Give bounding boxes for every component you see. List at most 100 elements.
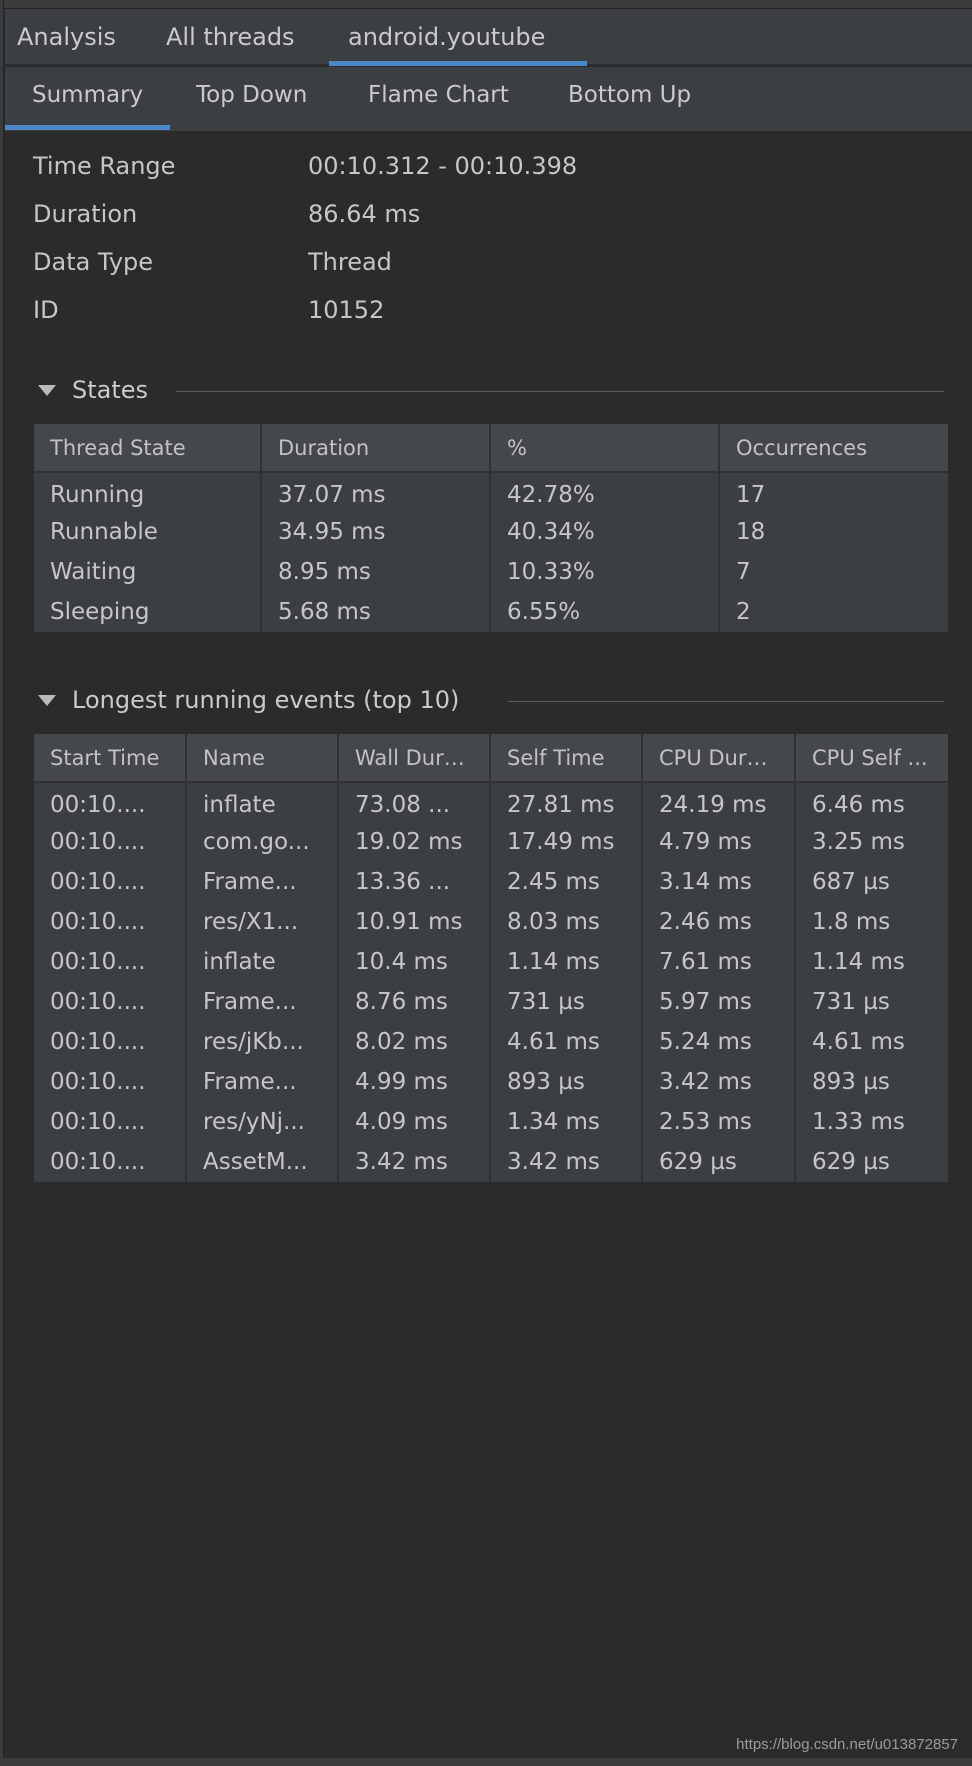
column-header[interactable]: Self Time: [490, 734, 643, 783]
table-row[interactable]: Runnable 34.95 ms 40.34% 18: [34, 512, 948, 552]
table-cell: 731 µs: [490, 982, 643, 1022]
table-cell: 687 µs: [812, 869, 890, 895]
table-cell: 8.76 ms: [338, 982, 491, 1022]
table-row[interactable]: 00:10.... inflate 10.4 ms 1.14 ms 7.61 ms 1.1…: [34, 942, 948, 982]
states-section-header[interactable]: States: [38, 376, 148, 404]
window-top-strip: [0, 0, 972, 9]
table-cell: 73.08 ...: [338, 782, 491, 822]
table-cell: 8.02 ms: [338, 1022, 491, 1062]
tab-analysis[interactable]: Analysis: [17, 23, 116, 51]
table-cell: 17: [736, 481, 766, 508]
table-cell: 00:10....: [34, 1102, 187, 1142]
table-row[interactable]: 00:10.... Frame... 4.99 ms 893 µs 3.42 ms 893…: [34, 1062, 948, 1102]
collapse-triangle-icon[interactable]: [38, 384, 56, 396]
table-cell: 3.14 ms: [642, 862, 796, 902]
table-cell: 13.36 ...: [338, 862, 491, 902]
table-cell: 10.4 ms: [338, 942, 491, 982]
tab-all-threads[interactable]: All threads: [166, 23, 295, 51]
table-cell: 17.49 ms: [490, 822, 643, 862]
table-cell: 27.81 ms: [490, 782, 643, 822]
table-cell: 2.53 ms: [642, 1102, 796, 1142]
table-cell: res/X1...: [186, 902, 339, 942]
table-cell: 3.25 ms: [812, 829, 905, 855]
events-section-header[interactable]: Longest running events (top 10): [38, 686, 459, 714]
column-header[interactable]: Start Time: [34, 734, 187, 783]
table-row[interactable]: 00:10.... res/jKb... 8.02 ms 4.61 ms 5.24 ms…: [34, 1022, 948, 1062]
table-row[interactable]: 00:10.... Frame... 13.36 ... 2.45 ms 3.14 ms…: [34, 862, 948, 902]
table-row[interactable]: Running 37.07 ms 42.78% 17: [34, 472, 948, 512]
tab-bottom-up[interactable]: Bottom Up: [568, 82, 692, 108]
table-cell: Sleeping: [34, 592, 262, 632]
table-cell: 42.78%: [490, 472, 720, 512]
tab-summary[interactable]: Summary: [32, 82, 144, 108]
column-header[interactable]: Occurrences: [719, 424, 948, 473]
table-cell: 24.19 ms: [642, 782, 796, 822]
table-cell: 00:10....: [34, 782, 187, 822]
data-type-value: Thread: [308, 248, 392, 276]
table-cell: 00:10....: [34, 942, 187, 982]
table-cell: 7.61 ms: [642, 942, 796, 982]
table-cell: 629 µs: [812, 1149, 890, 1175]
table-cell: res/jKb...: [186, 1022, 339, 1062]
table-row[interactable]: 00:10.... res/yNj... 4.09 ms 1.34 ms 2.53 ms…: [34, 1102, 948, 1142]
table-row[interactable]: 00:10.... Frame... 8.76 ms 731 µs 5.97 ms 731…: [34, 982, 948, 1022]
table-cell: Frame...: [186, 982, 339, 1022]
table-row[interactable]: 00:10.... AssetM... 3.42 ms 3.42 ms 629 µs 62…: [34, 1142, 948, 1182]
table-row[interactable]: Waiting 8.95 ms 10.33% 7: [34, 552, 948, 592]
table-cell: 8.03 ms: [490, 902, 643, 942]
id-value: 10152: [308, 296, 385, 324]
time-range-value: 00:10.312 - 00:10.398: [308, 152, 578, 180]
table-row[interactable]: 00:10.... res/X1... 10.91 ms 8.03 ms 2.46 ms…: [34, 902, 948, 942]
table-cell: 731 µs: [812, 989, 890, 1015]
bottom-strip: [0, 1758, 972, 1766]
table-cell: com.go...: [186, 822, 339, 862]
tab-top-down[interactable]: Top Down: [196, 82, 308, 108]
table-cell: 2.46 ms: [642, 902, 796, 942]
column-header[interactable]: Thread State: [34, 424, 262, 473]
column-header[interactable]: CPU Self ...: [795, 734, 948, 783]
column-header[interactable]: Wall Dura...: [338, 734, 491, 783]
table-row[interactable]: 00:10.... com.go... 19.02 ms 17.49 ms 4.79 m…: [34, 822, 948, 862]
column-header[interactable]: %: [490, 424, 720, 473]
id-label: ID: [33, 296, 59, 324]
table-cell: 37.07 ms: [261, 472, 491, 512]
table-row[interactable]: 00:10.... inflate 73.08 ... 27.81 ms 24.19 m…: [34, 782, 948, 822]
table-cell: 18: [736, 519, 766, 545]
table-cell: 5.68 ms: [261, 592, 491, 632]
data-type-label: Data Type: [33, 248, 154, 276]
table-header-row: Thread State Duration % Occurrences: [34, 424, 948, 473]
tab-android-youtube[interactable]: android.youtube: [348, 23, 546, 51]
table-cell: Running: [34, 472, 262, 512]
states-title: States: [72, 376, 149, 404]
column-header[interactable]: CPU Dura...: [642, 734, 796, 783]
table-row[interactable]: Sleeping 5.68 ms 6.55% 2: [34, 592, 948, 632]
table-cell: 6.55%: [490, 592, 720, 632]
table-cell: 6.46 ms: [812, 791, 905, 818]
active-tab-indicator: [5, 125, 170, 130]
events-title: Longest running events (top 10): [72, 686, 460, 714]
table-cell: 7: [736, 559, 751, 585]
tab-flame-chart[interactable]: Flame Chart: [368, 82, 509, 108]
table-cell: 893 µs: [812, 1069, 890, 1095]
table-cell: 00:10....: [34, 982, 187, 1022]
table-cell: 1.14 ms: [812, 949, 905, 975]
table-cell: 00:10....: [34, 1022, 187, 1062]
table-cell: 5.24 ms: [642, 1022, 796, 1062]
table-cell: 3.42 ms: [338, 1142, 491, 1182]
table-cell: 40.34%: [490, 512, 720, 552]
column-header[interactable]: Name: [186, 734, 339, 783]
table-cell: 1.14 ms: [490, 942, 643, 982]
primary-tab-bar: Analysis All threads android.youtube: [5, 9, 972, 66]
table-cell: AssetM...: [186, 1142, 339, 1182]
table-cell: 34.95 ms: [261, 512, 491, 552]
table-cell: 4.79 ms: [642, 822, 796, 862]
table-cell: 00:10....: [34, 1062, 187, 1102]
table-cell: 4.99 ms: [338, 1062, 491, 1102]
duration-value: 86.64 ms: [308, 200, 421, 228]
column-header[interactable]: Duration: [261, 424, 491, 473]
collapse-triangle-icon[interactable]: [38, 694, 56, 706]
table-cell: 10.91 ms: [338, 902, 491, 942]
table-cell: Runnable: [34, 512, 262, 552]
table-cell: 1.34 ms: [490, 1102, 643, 1142]
table-cell: 00:10....: [34, 1142, 187, 1182]
